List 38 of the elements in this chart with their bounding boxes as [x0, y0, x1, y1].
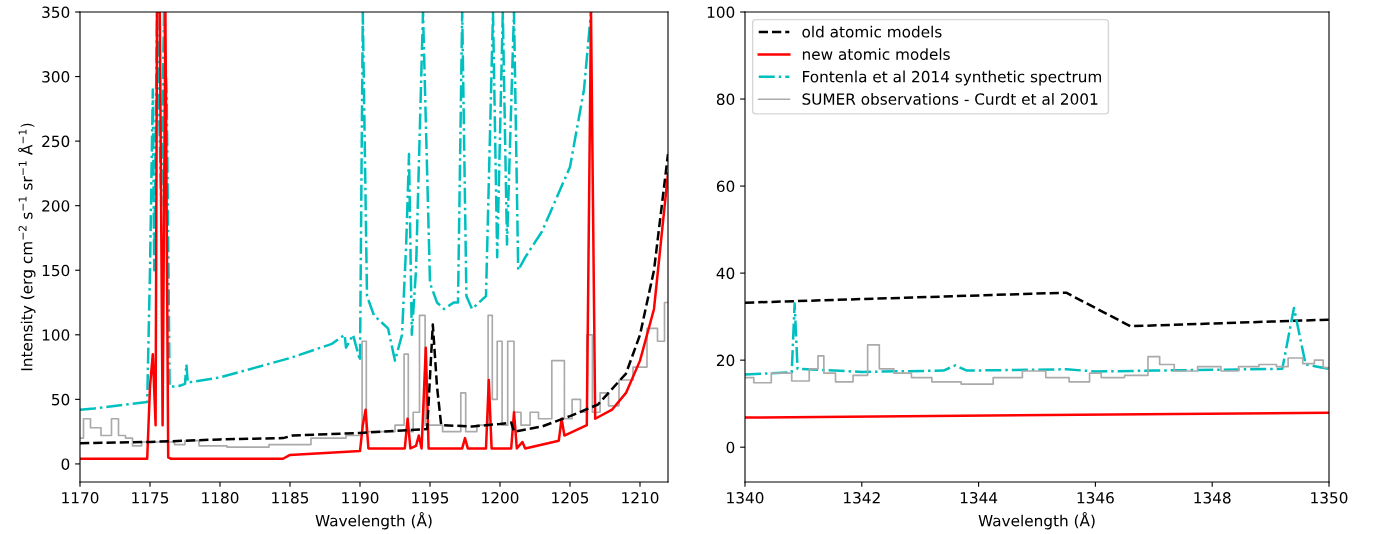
x-tick-label: 1205: [552, 491, 589, 504]
x-tick-label: 1340: [727, 491, 764, 504]
line-series: [745, 302, 1329, 376]
y-tick-label: 0: [61, 458, 70, 470]
y-tick-label: 40: [716, 267, 735, 280]
y-tick-label: 80: [716, 93, 735, 106]
y-tick-label: 60: [716, 180, 735, 193]
x-tick-label: 1348: [1194, 491, 1231, 504]
x-tick-label: 1195: [412, 491, 449, 504]
x-tick-label: 1185: [272, 491, 309, 504]
x-tick-label: 1344: [960, 491, 998, 504]
x-tick-label: 1210: [622, 491, 659, 504]
x-tick-label: 1175: [132, 492, 169, 504]
legend-label: new atomic models: [802, 48, 950, 60]
x-tick-label: 1170: [62, 491, 99, 504]
y-tick-label: 50: [52, 393, 70, 406]
x-axis-title: Wavelength (Å): [978, 512, 1095, 530]
y-tick-label: 200: [42, 200, 70, 212]
text: Intensity (erg cm$^{−2}$ s$^{−1}$ sr$^{−1}$ Å$^{−1}$): [18, 123, 36, 371]
y-tick-label: 250: [42, 135, 70, 148]
x-tick-label: 1350: [1311, 491, 1348, 504]
x-tick-label: 1200: [482, 491, 519, 504]
y-tick-label: 150: [42, 264, 70, 277]
legend-label: SUMER observations - Curdt et al 2001: [802, 93, 1098, 105]
line-series: [80, 12, 593, 411]
x-tick-label: 1342: [844, 491, 880, 504]
legend-label: Fontenla et al 2014 synthetic spectrum: [803, 70, 1102, 86]
legend-label: old atomic models: [802, 25, 942, 38]
y-tick-label: 0: [726, 441, 735, 454]
x-tick-label: 1346: [1077, 491, 1114, 504]
y-tick-label: 100: [707, 6, 735, 19]
y-tick-label: 100: [42, 329, 70, 341]
y-tick-label: 20: [716, 354, 735, 367]
x-axis-title: Wavelength (Å): [315, 512, 432, 530]
y-tick-label: 300: [42, 71, 70, 83]
y-tick-label: 350: [42, 6, 70, 19]
x-tick-label: 1190: [342, 491, 379, 504]
x-tick-label: 1180: [202, 491, 239, 504]
